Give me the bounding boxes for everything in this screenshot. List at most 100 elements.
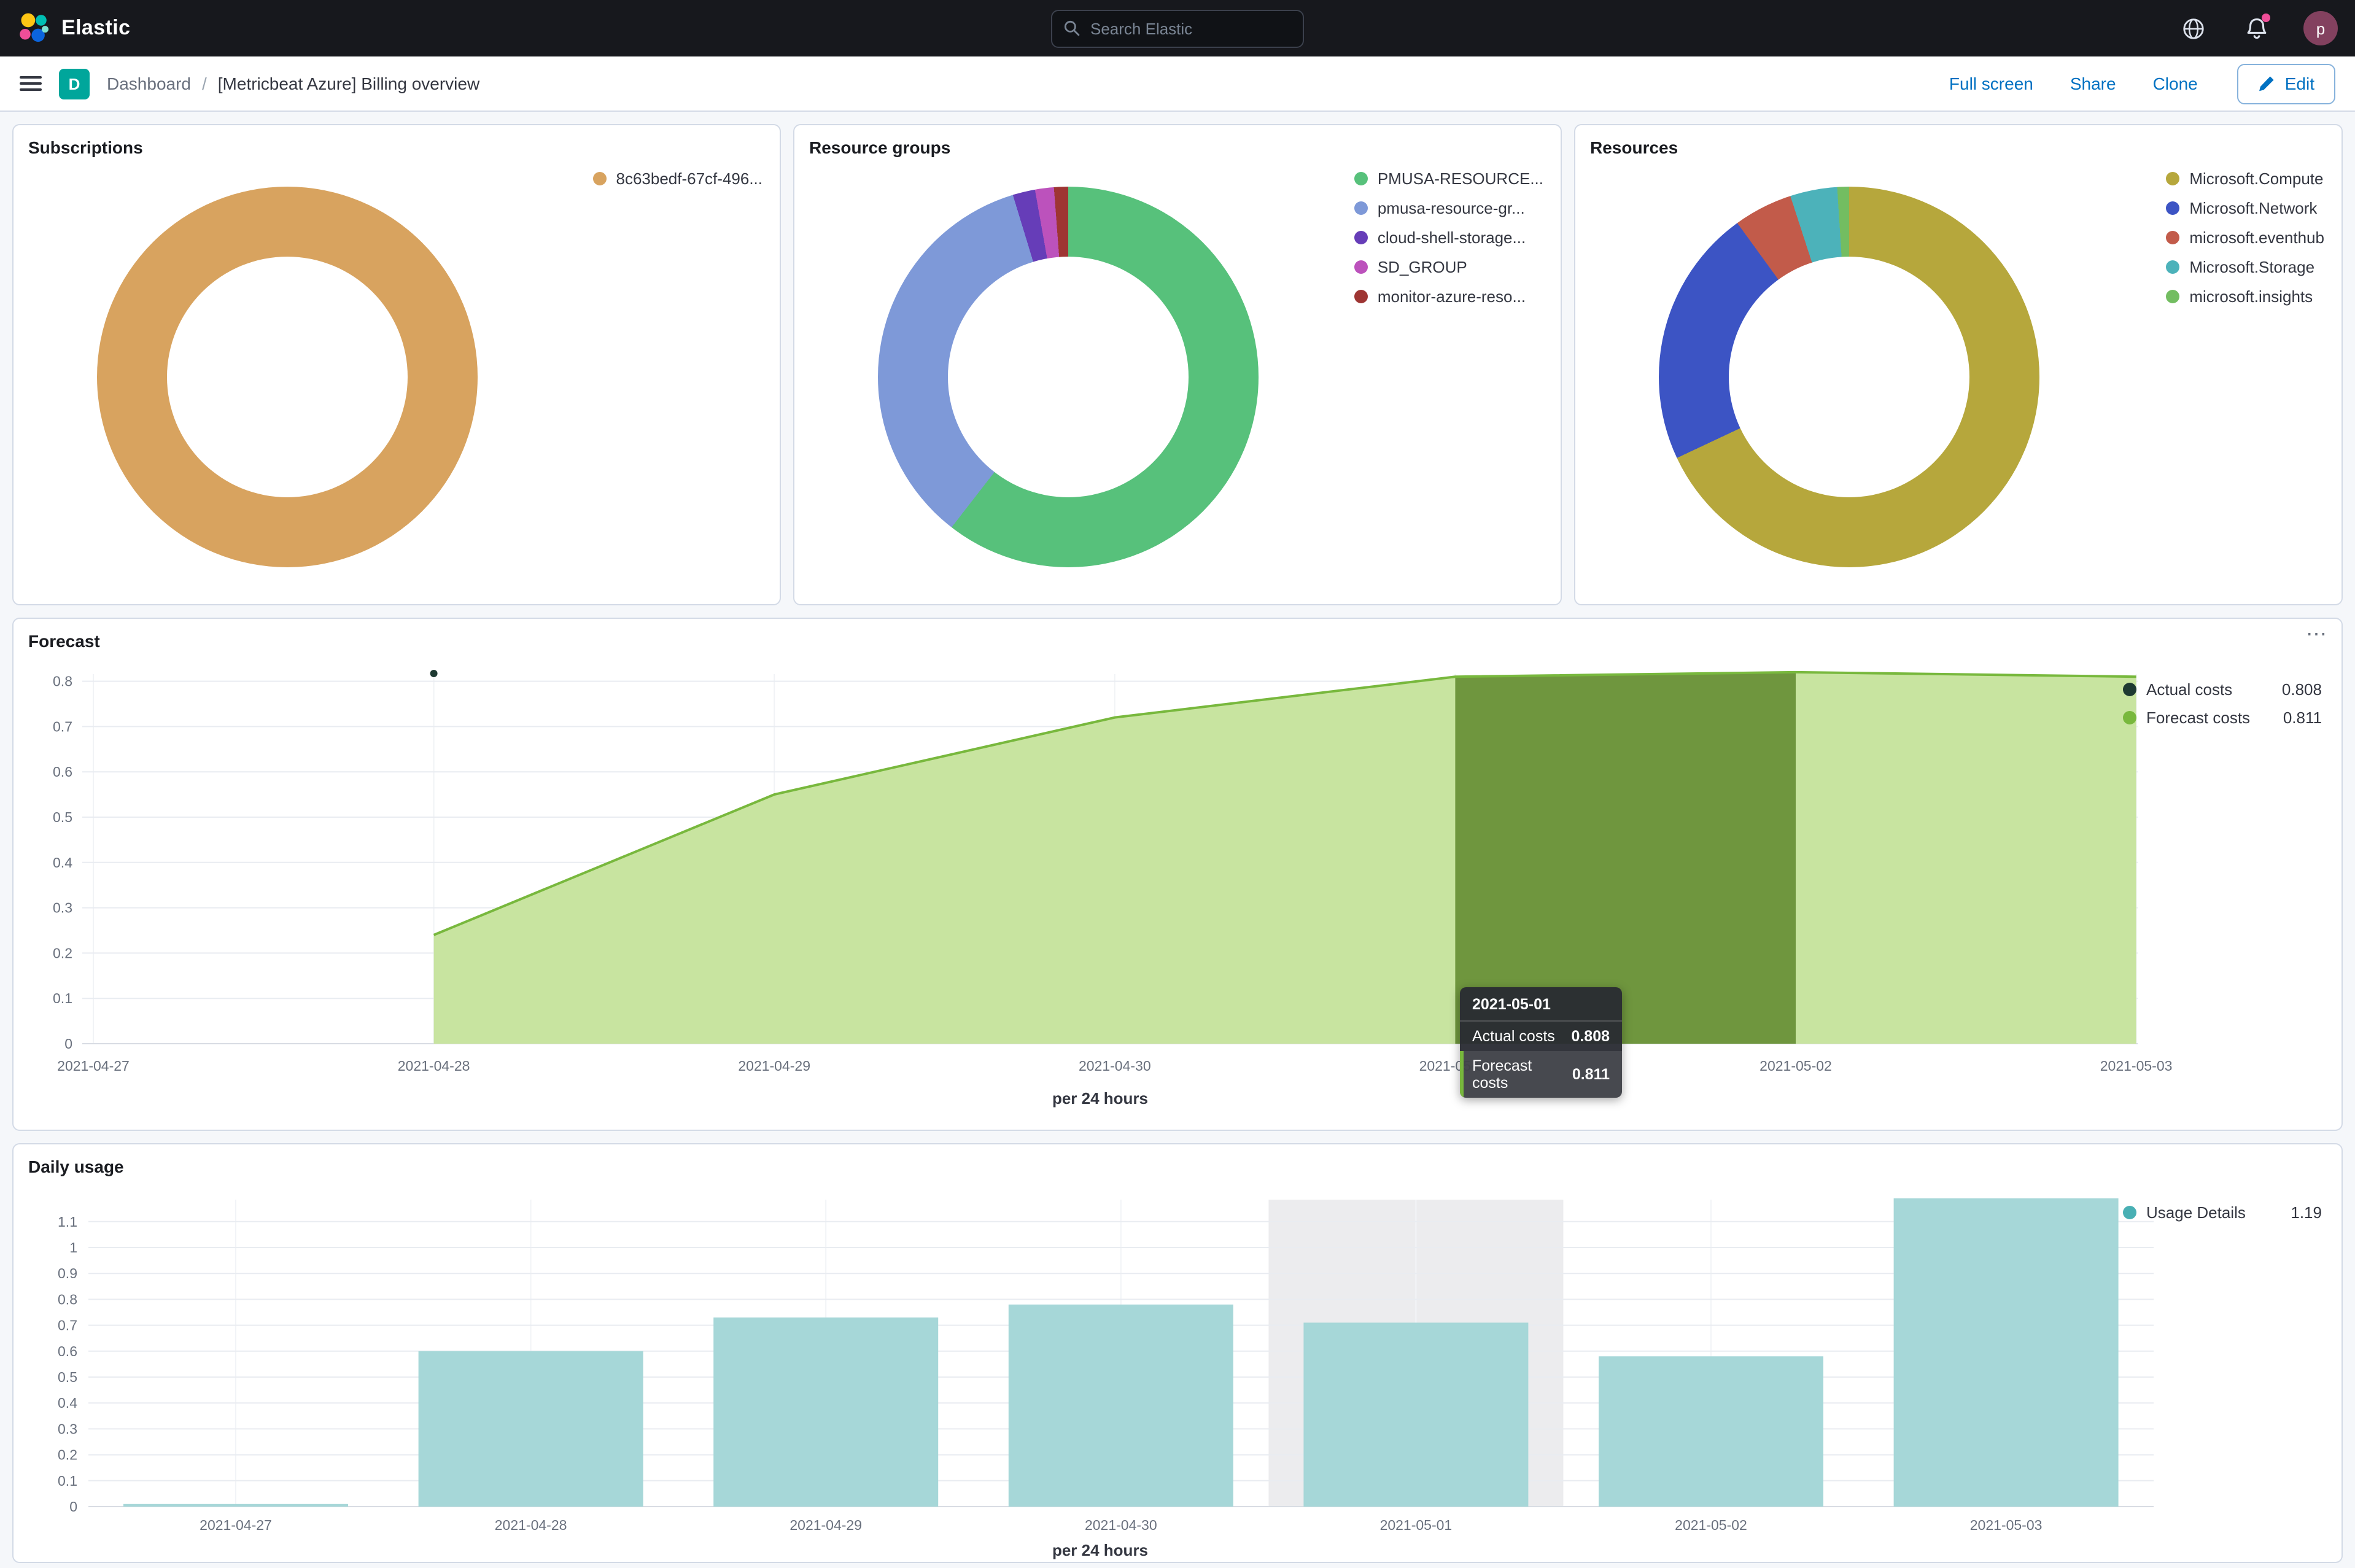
panel-title: Forecast bbox=[28, 631, 100, 651]
legend-swatch bbox=[592, 172, 607, 185]
legend-item[interactable]: Forecast costs 0.811 bbox=[2123, 708, 2322, 727]
legend-label: Microsoft.Storage bbox=[2189, 258, 2315, 276]
svg-text:2021-04-30: 2021-04-30 bbox=[1079, 1058, 1151, 1074]
legend-label: Microsoft.Compute bbox=[2189, 169, 2324, 188]
search-input[interactable] bbox=[1090, 19, 1292, 37]
legend-item[interactable]: microsoft.eventhub bbox=[2166, 228, 2324, 247]
tooltip-value: 0.808 bbox=[1571, 1028, 1610, 1045]
panel-title: Resource groups bbox=[809, 138, 951, 157]
svg-text:1.1: 1.1 bbox=[58, 1214, 77, 1230]
legend-value: 1.19 bbox=[2291, 1203, 2322, 1222]
global-search[interactable] bbox=[1051, 9, 1304, 47]
daily-usage-chart[interactable]: 0 0.1 0.2 0.3 0.4 0.5 0.6 0.7 0.8 0.9 1 1.1 2021-04-… bbox=[23, 1144, 2351, 1562]
svg-text:0.2: 0.2 bbox=[53, 945, 72, 961]
tooltip-row: Forecast costs 0.811 bbox=[1460, 1051, 1622, 1098]
legend-label: monitor-azure-reso... bbox=[1377, 287, 1526, 306]
dashboard-badge[interactable]: D bbox=[59, 68, 90, 99]
svg-text:0.4: 0.4 bbox=[58, 1395, 77, 1411]
legend-label: cloud-shell-storage... bbox=[1377, 228, 1526, 247]
avatar[interactable]: p bbox=[2303, 11, 2338, 45]
legend-label: Forecast costs bbox=[2146, 708, 2251, 727]
elastic-brand: Elastic bbox=[17, 12, 130, 44]
brand-name: Elastic bbox=[61, 16, 131, 39]
legend-label: Microsoft.Network bbox=[2189, 199, 2318, 217]
svg-text:0.8: 0.8 bbox=[53, 673, 72, 689]
edit-button[interactable]: Edit bbox=[2237, 63, 2335, 104]
svg-text:0.1: 0.1 bbox=[58, 1473, 77, 1489]
svg-text:0: 0 bbox=[69, 1499, 77, 1515]
legend-item[interactable]: Usage Details 1.19 bbox=[2123, 1203, 2322, 1222]
svg-text:0.6: 0.6 bbox=[53, 764, 72, 780]
chart-legend: 8c63bedf-67cf-496... bbox=[592, 169, 763, 188]
x-axis-label: per 24 hours bbox=[1052, 1541, 1149, 1559]
svg-text:1: 1 bbox=[69, 1240, 77, 1256]
legend-label: Actual costs bbox=[2146, 680, 2233, 699]
tooltip-value: 0.811 bbox=[1572, 1066, 1610, 1083]
dashboard-toolbar: D Dashboard / [Metricbeat Azure] Billing… bbox=[0, 56, 2355, 112]
legend-swatch bbox=[1354, 231, 1368, 244]
legend-swatch bbox=[2166, 201, 2180, 215]
menu-icon[interactable] bbox=[20, 76, 42, 91]
panel-title: Daily usage bbox=[28, 1157, 124, 1176]
breadcrumb: Dashboard / [Metricbeat Azure] Billing o… bbox=[107, 74, 479, 93]
legend-swatch bbox=[2166, 172, 2180, 185]
daily-usage-panel: Daily usage Usage Details 1.19 0 0.1 0.2 0.3… bbox=[12, 1143, 2343, 1563]
legend-swatch bbox=[2123, 711, 2136, 724]
legend-item[interactable]: monitor-azure-reso... bbox=[1354, 287, 1543, 306]
legend-swatch bbox=[1354, 260, 1368, 274]
svg-text:2021-05-03: 2021-05-03 bbox=[1970, 1517, 2043, 1533]
legend-value: 0.808 bbox=[2281, 680, 2322, 699]
chart-tooltip: 2021-05-01 Actual costs 0.808 Forecast c… bbox=[1460, 987, 1622, 1098]
svg-text:2021-04-30: 2021-04-30 bbox=[1085, 1517, 1157, 1533]
legend-label: 8c63bedf-67cf-496... bbox=[616, 169, 763, 188]
legend-swatch bbox=[1354, 290, 1368, 303]
tooltip-label: Forecast costs bbox=[1472, 1057, 1532, 1092]
legend-item[interactable]: pmusa-resource-gr... bbox=[1354, 199, 1543, 217]
legend-swatch bbox=[1354, 172, 1368, 185]
legend-label: microsoft.eventhub bbox=[2189, 228, 2324, 247]
breadcrumb-separator: / bbox=[202, 74, 207, 93]
chart-legend: PMUSA-RESOURCE... pmusa-resource-gr... clo… bbox=[1354, 169, 1543, 306]
svg-text:0.1: 0.1 bbox=[53, 990, 72, 1006]
panel-title: Resources bbox=[1590, 138, 1678, 157]
bell-icon[interactable] bbox=[2240, 11, 2274, 45]
legend-item[interactable]: 8c63bedf-67cf-496... bbox=[592, 169, 763, 188]
legend-swatch bbox=[2166, 231, 2180, 244]
globe-icon[interactable] bbox=[2176, 11, 2210, 45]
tooltip-label: Actual costs bbox=[1472, 1028, 1555, 1045]
legend-item[interactable]: cloud-shell-storage... bbox=[1354, 228, 1543, 247]
legend-item[interactable]: Microsoft.Storage bbox=[2166, 258, 2324, 276]
svg-text:2021-04-28: 2021-04-28 bbox=[398, 1058, 470, 1074]
full-screen-button[interactable]: Full screen bbox=[1949, 74, 2033, 93]
subscriptions-donut-chart[interactable] bbox=[97, 187, 478, 567]
svg-text:0.6: 0.6 bbox=[58, 1343, 77, 1359]
svg-text:0.4: 0.4 bbox=[53, 855, 72, 871]
legend-item[interactable]: Actual costs 0.808 bbox=[2123, 680, 2322, 699]
resource-groups-donut-chart[interactable] bbox=[878, 187, 1259, 567]
chart-legend: Usage Details 1.19 bbox=[2123, 1203, 2322, 1222]
svg-text:2021-05-02: 2021-05-02 bbox=[1675, 1517, 1747, 1533]
svg-text:0.5: 0.5 bbox=[53, 809, 72, 825]
search-icon bbox=[1064, 20, 1080, 36]
legend-swatch bbox=[2123, 1206, 2136, 1219]
share-button[interactable]: Share bbox=[2070, 74, 2116, 93]
panel-title: Subscriptions bbox=[28, 138, 143, 157]
panel-options-icon[interactable]: ⋯ bbox=[2306, 623, 2329, 646]
chart-legend: Actual costs 0.808 Forecast costs 0.811 bbox=[2123, 680, 2322, 727]
legend-item[interactable]: Microsoft.Network bbox=[2166, 199, 2324, 217]
legend-item[interactable]: SD_GROUP bbox=[1354, 258, 1543, 276]
svg-text:0.3: 0.3 bbox=[53, 900, 72, 916]
svg-text:0.3: 0.3 bbox=[58, 1421, 77, 1437]
legend-item[interactable]: microsoft.insights bbox=[2166, 287, 2324, 306]
legend-label: SD_GROUP bbox=[1377, 258, 1467, 276]
clone-button[interactable]: Clone bbox=[2152, 74, 2198, 93]
forecast-panel: Forecast ⋯ Actual costs 0.808 Forecast cos… bbox=[12, 618, 2343, 1131]
forecast-chart[interactable]: 0 0.1 0.2 0.3 0.4 0.5 0.6 0.7 0.8 2021-04-27 2021-… bbox=[23, 619, 2351, 1115]
elastic-logo-icon[interactable] bbox=[17, 12, 49, 44]
breadcrumb-dashboard[interactable]: Dashboard bbox=[107, 74, 191, 93]
svg-text:0.7: 0.7 bbox=[53, 718, 72, 734]
legend-item[interactable]: Microsoft.Compute bbox=[2166, 169, 2324, 188]
svg-text:2021-04-27: 2021-04-27 bbox=[57, 1058, 130, 1074]
legend-item[interactable]: PMUSA-RESOURCE... bbox=[1354, 169, 1543, 188]
resources-donut-chart[interactable] bbox=[1659, 187, 2039, 567]
